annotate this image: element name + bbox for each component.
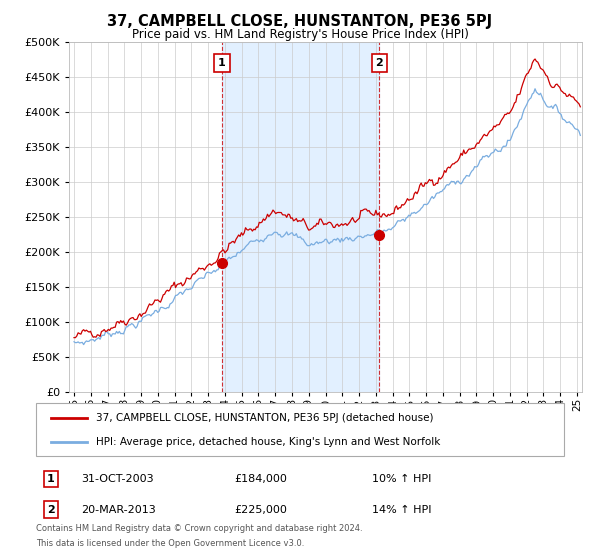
Text: £184,000: £184,000 xyxy=(234,474,287,484)
Text: 20-MAR-2013: 20-MAR-2013 xyxy=(81,505,156,515)
Text: 10% ↑ HPI: 10% ↑ HPI xyxy=(372,474,431,484)
Text: This data is licensed under the Open Government Licence v3.0.: This data is licensed under the Open Gov… xyxy=(36,539,304,548)
Text: 2: 2 xyxy=(47,505,55,515)
Bar xyxy=(222,42,379,392)
Text: £225,000: £225,000 xyxy=(234,505,287,515)
Text: 1: 1 xyxy=(47,474,55,484)
Text: 37, CAMPBELL CLOSE, HUNSTANTON, PE36 5PJ (detached house): 37, CAMPBELL CLOSE, HUNSTANTON, PE36 5PJ… xyxy=(96,413,433,423)
Text: HPI: Average price, detached house, King's Lynn and West Norfolk: HPI: Average price, detached house, King… xyxy=(96,437,440,447)
Text: 1: 1 xyxy=(218,58,226,68)
Text: Price paid vs. HM Land Registry's House Price Index (HPI): Price paid vs. HM Land Registry's House … xyxy=(131,28,469,41)
Text: 31-OCT-2003: 31-OCT-2003 xyxy=(81,474,154,484)
Text: 14% ↑ HPI: 14% ↑ HPI xyxy=(372,505,431,515)
Text: 37, CAMPBELL CLOSE, HUNSTANTON, PE36 5PJ: 37, CAMPBELL CLOSE, HUNSTANTON, PE36 5PJ xyxy=(107,14,493,29)
Text: Contains HM Land Registry data © Crown copyright and database right 2024.: Contains HM Land Registry data © Crown c… xyxy=(36,524,362,533)
Text: 2: 2 xyxy=(376,58,383,68)
